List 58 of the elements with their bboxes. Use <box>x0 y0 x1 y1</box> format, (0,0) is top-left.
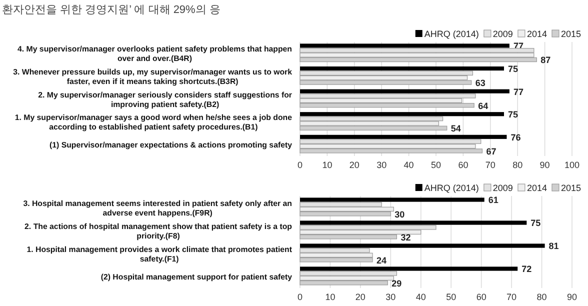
data-label: 61 <box>488 195 498 206</box>
data-label: 75 <box>508 64 518 74</box>
bar <box>300 66 504 71</box>
data-label: 29 <box>392 278 402 288</box>
x-tick-label: 30 <box>376 160 387 170</box>
legend-label: 2014 <box>526 29 547 39</box>
x-tick-label: 0 <box>297 292 303 302</box>
x-tick-label: 20 <box>349 160 360 170</box>
bar <box>300 198 484 202</box>
x-tick-label: 100 <box>564 160 580 170</box>
x-tick-label: 80 <box>512 160 523 170</box>
x-tick-label: 40 <box>404 160 414 170</box>
x-tick-label: 50 <box>446 292 456 302</box>
legend-label: 2014 <box>526 183 547 193</box>
data-label: 67 <box>486 146 496 156</box>
text: 환자안전을 위한 경영지원’ 에 대해 29%의 응 <box>2 4 220 16</box>
x-tick-label: 0 <box>297 160 303 170</box>
x-tick-label: 50 <box>430 160 442 170</box>
x-tick-label: 70 <box>506 292 517 302</box>
legend-label: AHRQ (2014) <box>424 183 479 193</box>
x-tick-label: 40 <box>416 292 426 302</box>
data-label: 32 <box>400 232 411 242</box>
legend-label: 2009 <box>492 183 513 193</box>
legend-label: 2009 <box>492 29 513 39</box>
x-tick-label: 60 <box>458 160 468 170</box>
data-label: 63 <box>475 78 486 88</box>
x-tick-label: 90 <box>566 292 578 302</box>
bar <box>300 134 507 139</box>
bar <box>300 89 510 94</box>
data-label: 87 <box>540 55 551 66</box>
data-label: 81 <box>548 241 559 252</box>
bar <box>300 102 474 108</box>
bar <box>300 112 504 116</box>
data-label: 54 <box>450 124 461 134</box>
data-label: 76 <box>510 132 521 142</box>
data-label: 72 <box>522 264 532 274</box>
x-tick-label: 80 <box>536 292 547 302</box>
bar <box>300 266 518 271</box>
x-tick-label: 30 <box>386 292 396 302</box>
data-label: 24 <box>376 255 387 266</box>
x-tick-label: 70 <box>485 160 496 170</box>
bar <box>300 44 510 48</box>
x-tick-label: 20 <box>355 292 366 302</box>
data-label: 64 <box>478 100 488 111</box>
bar <box>300 244 545 248</box>
x-tick-label: 10 <box>322 160 332 170</box>
legend-label: 2015 <box>560 183 581 193</box>
data-label: 75 <box>530 218 541 228</box>
legend-label: AHRQ (2014) <box>424 29 479 39</box>
legend-label: 2015 <box>560 29 581 39</box>
x-tick-label: 10 <box>325 292 336 302</box>
data-label: 30 <box>394 209 405 220</box>
x-tick-label: 60 <box>476 292 486 302</box>
x-tick-label: 90 <box>540 160 550 170</box>
data-label: 75 <box>508 110 518 120</box>
data-label: 77 <box>513 41 524 52</box>
data-label: 77 <box>513 86 524 97</box>
bar <box>300 220 527 225</box>
